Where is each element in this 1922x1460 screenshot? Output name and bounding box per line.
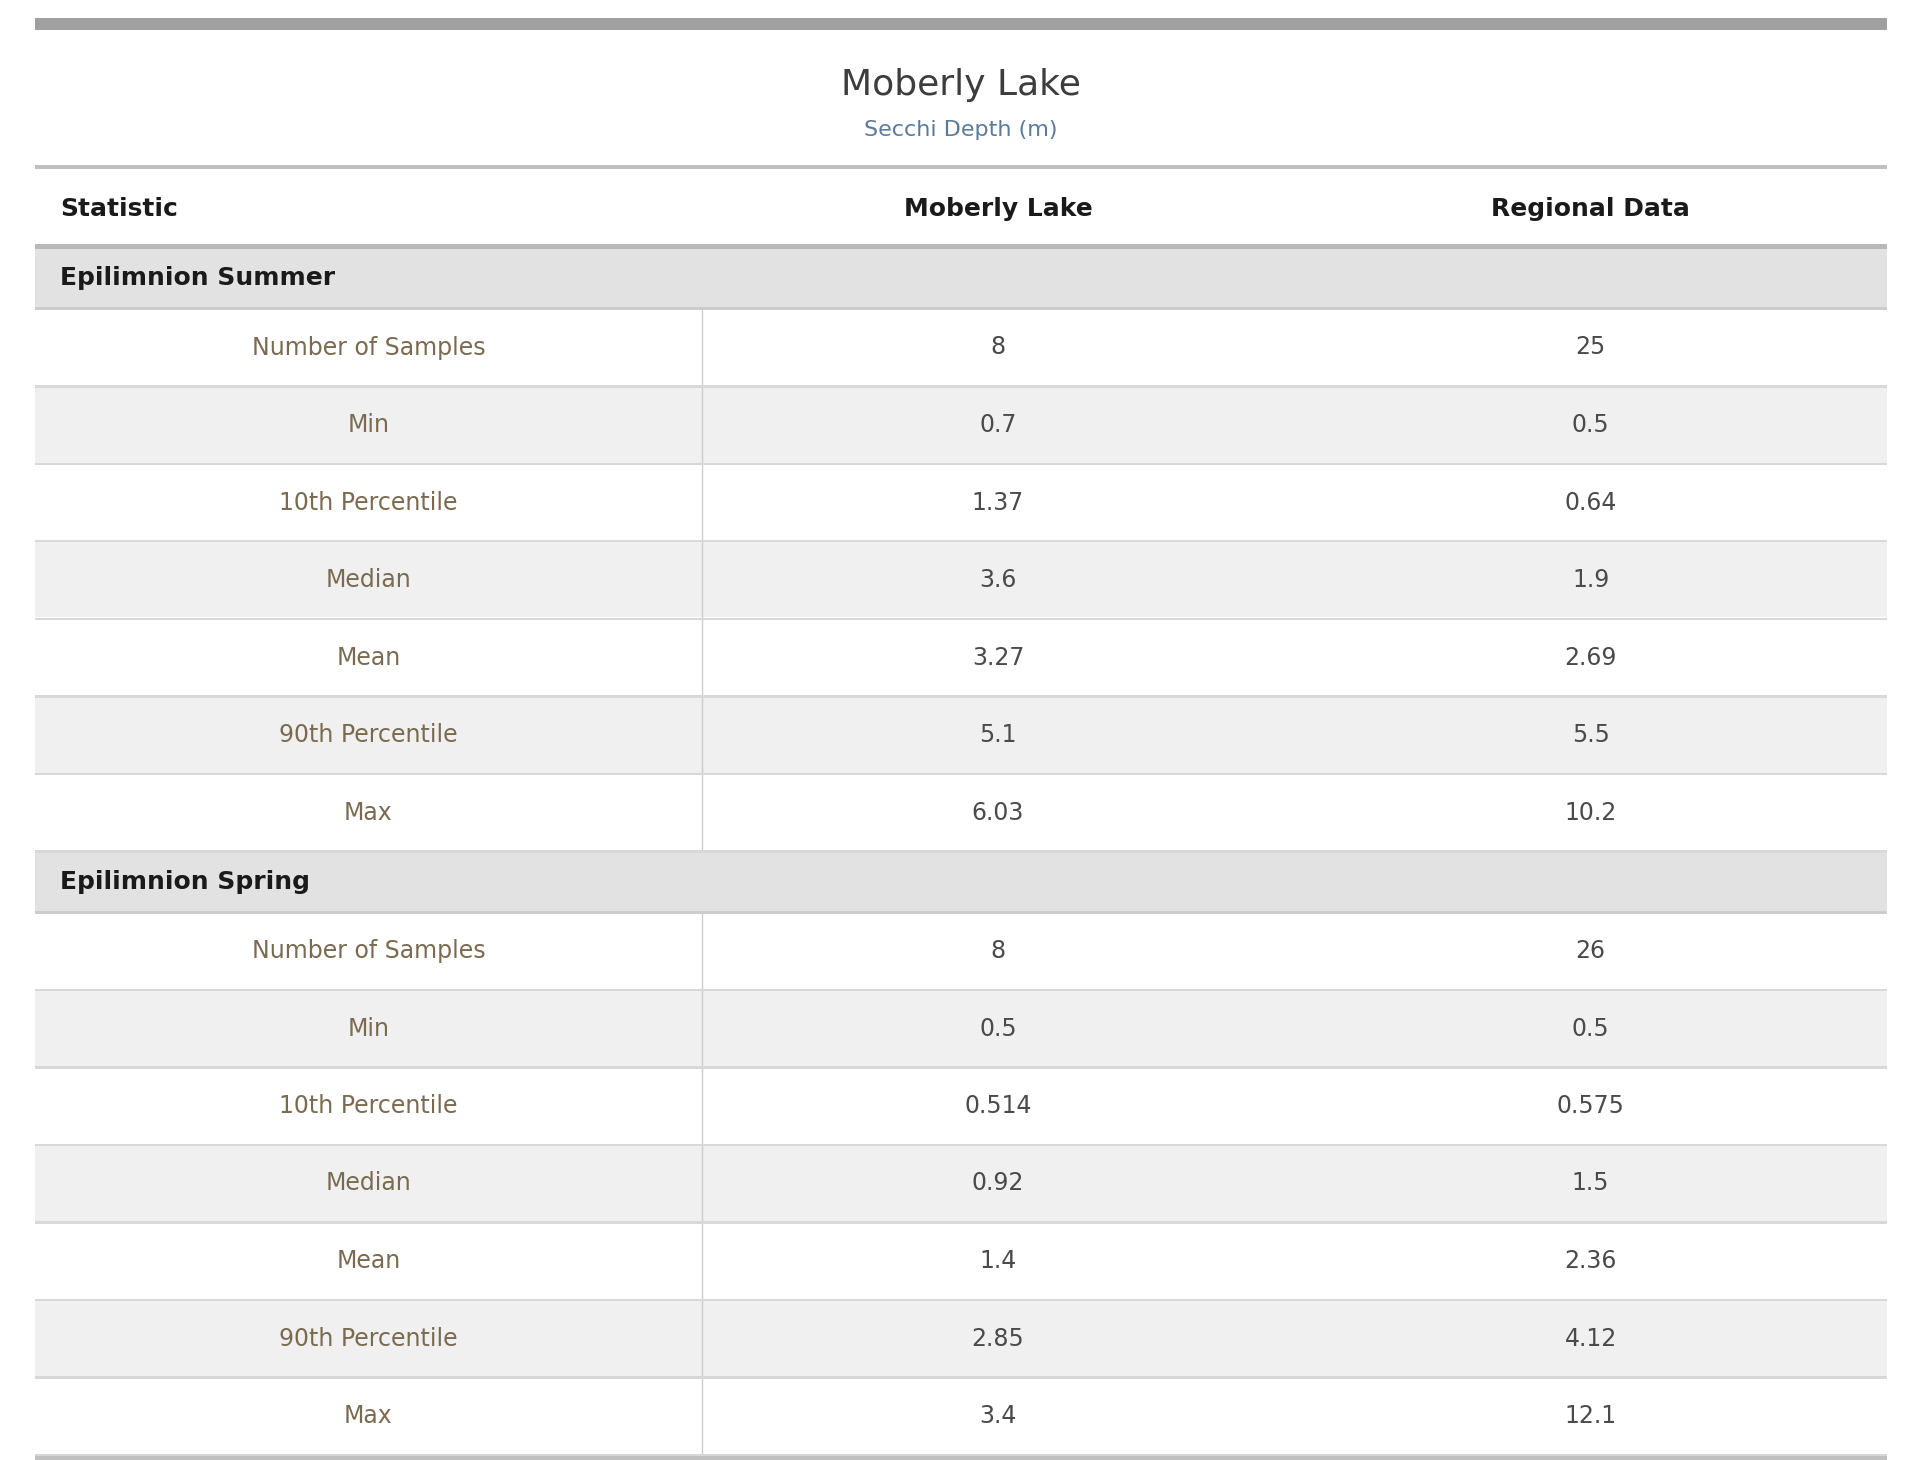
Bar bbox=[35, 387, 1887, 463]
Text: Moberly Lake: Moberly Lake bbox=[842, 69, 1080, 102]
Text: Number of Samples: Number of Samples bbox=[252, 336, 484, 359]
Bar bbox=[35, 1375, 1887, 1378]
Bar bbox=[35, 464, 1887, 540]
Bar bbox=[35, 1221, 1887, 1223]
Bar bbox=[35, 1298, 1887, 1301]
Text: Max: Max bbox=[344, 800, 392, 825]
Text: 3.6: 3.6 bbox=[980, 568, 1017, 591]
Text: 1.37: 1.37 bbox=[973, 491, 1024, 514]
Bar bbox=[35, 385, 1887, 387]
Bar bbox=[35, 620, 1887, 695]
Bar bbox=[35, 695, 1887, 698]
Bar bbox=[35, 1143, 1887, 1146]
Text: 5.1: 5.1 bbox=[980, 723, 1017, 748]
Text: Epilimnion Summer: Epilimnion Summer bbox=[60, 266, 334, 291]
Bar bbox=[35, 850, 1887, 853]
Text: 0.514: 0.514 bbox=[965, 1094, 1032, 1118]
Bar bbox=[35, 540, 1887, 543]
Bar bbox=[35, 165, 1887, 169]
Bar bbox=[35, 775, 1887, 850]
Bar bbox=[35, 307, 1887, 310]
Text: 90th Percentile: 90th Percentile bbox=[279, 1327, 457, 1351]
Bar bbox=[35, 250, 1887, 307]
Text: 2.69: 2.69 bbox=[1565, 645, 1616, 670]
Bar bbox=[35, 853, 1887, 911]
Bar bbox=[35, 991, 1887, 1066]
Text: 0.5: 0.5 bbox=[1572, 413, 1609, 437]
Bar bbox=[35, 772, 1887, 775]
Text: 25: 25 bbox=[1576, 336, 1605, 359]
Bar bbox=[35, 1066, 1887, 1069]
Text: Epilimnion Spring: Epilimnion Spring bbox=[60, 870, 309, 894]
Text: 12.1: 12.1 bbox=[1565, 1405, 1616, 1428]
Bar bbox=[35, 1454, 1887, 1456]
Text: 8: 8 bbox=[990, 939, 1005, 964]
Text: 1.5: 1.5 bbox=[1572, 1171, 1609, 1196]
Bar bbox=[35, 698, 1887, 772]
Bar bbox=[35, 244, 1887, 250]
Text: Min: Min bbox=[348, 413, 390, 437]
Bar bbox=[35, 1146, 1887, 1221]
Text: 10th Percentile: 10th Percentile bbox=[279, 491, 457, 514]
Bar bbox=[35, 18, 1887, 31]
Bar bbox=[35, 310, 1887, 385]
Text: 1.4: 1.4 bbox=[980, 1248, 1017, 1273]
Text: 8: 8 bbox=[990, 336, 1005, 359]
Text: 3.4: 3.4 bbox=[980, 1405, 1017, 1428]
Bar bbox=[35, 174, 1887, 244]
Text: 3.27: 3.27 bbox=[973, 645, 1024, 670]
Text: 26: 26 bbox=[1576, 939, 1605, 964]
Bar bbox=[35, 618, 1887, 620]
Text: 0.5: 0.5 bbox=[1572, 1016, 1609, 1041]
Text: Number of Samples: Number of Samples bbox=[252, 939, 484, 964]
Text: Median: Median bbox=[325, 568, 411, 591]
Text: 0.5: 0.5 bbox=[978, 1016, 1017, 1041]
Bar bbox=[35, 1069, 1887, 1143]
Bar bbox=[35, 1456, 1887, 1460]
Bar bbox=[35, 1378, 1887, 1454]
Text: 2.36: 2.36 bbox=[1565, 1248, 1616, 1273]
Bar bbox=[35, 543, 1887, 618]
Text: 5.5: 5.5 bbox=[1572, 723, 1609, 748]
Text: 0.64: 0.64 bbox=[1565, 491, 1616, 514]
Text: Median: Median bbox=[325, 1171, 411, 1196]
Text: 1.9: 1.9 bbox=[1572, 568, 1609, 591]
Text: Statistic: Statistic bbox=[60, 197, 179, 220]
Bar bbox=[35, 914, 1887, 988]
Text: 90th Percentile: 90th Percentile bbox=[279, 723, 457, 748]
Bar bbox=[35, 911, 1887, 914]
Text: 2.85: 2.85 bbox=[973, 1327, 1024, 1351]
Text: 10.2: 10.2 bbox=[1565, 800, 1616, 825]
Text: Regional Data: Regional Data bbox=[1491, 197, 1689, 220]
Text: Mean: Mean bbox=[336, 645, 400, 670]
Bar bbox=[35, 1223, 1887, 1298]
Text: Mean: Mean bbox=[336, 1248, 400, 1273]
Text: Min: Min bbox=[348, 1016, 390, 1041]
Bar bbox=[35, 1301, 1887, 1375]
Text: 6.03: 6.03 bbox=[973, 800, 1024, 825]
Text: 4.12: 4.12 bbox=[1565, 1327, 1616, 1351]
Text: 0.575: 0.575 bbox=[1557, 1094, 1624, 1118]
Bar bbox=[35, 463, 1887, 464]
Text: 0.7: 0.7 bbox=[980, 413, 1017, 437]
Text: Moberly Lake: Moberly Lake bbox=[903, 197, 1092, 220]
Text: 0.92: 0.92 bbox=[973, 1171, 1024, 1196]
Text: Max: Max bbox=[344, 1405, 392, 1428]
Text: 10th Percentile: 10th Percentile bbox=[279, 1094, 457, 1118]
Bar bbox=[35, 988, 1887, 991]
Text: Secchi Depth (m): Secchi Depth (m) bbox=[865, 120, 1057, 140]
